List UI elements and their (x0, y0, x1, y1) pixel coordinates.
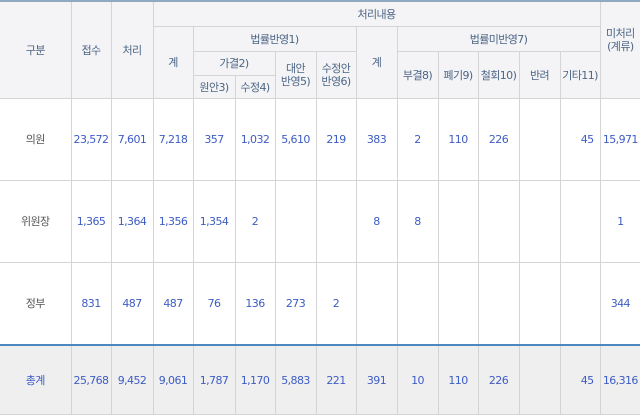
cell-discarded (437, 180, 479, 263)
cell-unprocessed[interactable]: 15,971 (599, 98, 640, 181)
cell-processed[interactable]: 9,452 (110, 344, 154, 415)
cell-amended[interactable]: 1,032 (234, 98, 276, 181)
cell-returned (518, 344, 561, 415)
header-processing-content: 처리내용 (152, 0, 601, 27)
header-unprocessed-label: 미처리 (계류) (606, 27, 635, 53)
cell-withdrawn (477, 262, 520, 346)
header-original: 원안3) (193, 75, 236, 99)
cell-unprocessed[interactable]: 16,316 (599, 344, 640, 415)
cell-other (559, 180, 601, 263)
cell-received[interactable]: 23,572 (70, 98, 112, 181)
cell-reflected-total[interactable]: 9,061 (152, 344, 194, 415)
header-category: 구분 (0, 0, 72, 99)
cell-withdrawn[interactable]: 226 (477, 344, 520, 415)
cell-alternative-reflected[interactable]: 273 (274, 262, 317, 346)
cell-processed[interactable]: 487 (110, 262, 154, 346)
cell-rejected (396, 262, 439, 346)
header-unreflected-total: 계 (355, 26, 398, 99)
cell-received[interactable]: 25,768 (70, 344, 112, 415)
header-unprocessed: 미처리 (계류) (599, 0, 640, 99)
header-processed: 처리 (110, 0, 154, 99)
cell-reflected-total[interactable]: 7,218 (152, 98, 194, 181)
cell-other[interactable]: 45 (559, 98, 601, 181)
cell-returned (518, 98, 561, 181)
cell-amended[interactable]: 136 (234, 262, 276, 346)
row-label: 위원장 (0, 180, 72, 263)
cell-discarded[interactable]: 110 (437, 98, 479, 181)
cell-returned (518, 180, 561, 263)
cell-discarded (437, 262, 479, 346)
row-label: 의원 (0, 98, 72, 181)
cell-alternative-reflected[interactable]: 5,883 (274, 344, 317, 415)
cell-amendment-reflected[interactable]: 2 (315, 262, 357, 346)
cell-unprocessed[interactable]: 1 (599, 180, 640, 263)
cell-rejected[interactable]: 8 (396, 180, 439, 263)
header-withdrawn: 철회10) (477, 51, 520, 99)
cell-original[interactable]: 357 (192, 98, 236, 181)
cell-alternative-reflected (274, 180, 317, 263)
cell-amendment-reflected[interactable]: 219 (315, 98, 357, 181)
cell-other[interactable]: 45 (559, 344, 601, 415)
cell-processed[interactable]: 1,364 (110, 180, 154, 263)
header-alternative-reflected-label: 대안 반영5) (280, 62, 311, 88)
cell-returned (518, 262, 561, 346)
header-amended: 수정4) (234, 75, 275, 99)
cell-withdrawn[interactable]: 226 (477, 98, 520, 181)
cell-original[interactable]: 1,354 (192, 180, 236, 263)
cell-unreflected-total[interactable]: 8 (355, 180, 398, 263)
table-row-member: 의원 23,572 7,601 7,218 357 1,032 5,610 21… (0, 98, 640, 181)
header-received: 접수 (70, 0, 112, 99)
cell-original[interactable]: 1,787 (192, 344, 236, 415)
cell-received[interactable]: 831 (70, 262, 112, 346)
cell-received[interactable]: 1,365 (70, 180, 112, 263)
cell-alternative-reflected[interactable]: 5,610 (274, 98, 317, 181)
cell-amended[interactable]: 2 (234, 180, 276, 263)
header-passed: 가결2) (193, 51, 276, 76)
header-amendment-reflected-label: 수정안 반영6) (321, 62, 351, 88)
cell-reflected-total[interactable]: 1,356 (152, 180, 194, 263)
cell-unreflected-total[interactable]: 391 (355, 344, 398, 415)
table-row-government: 정부 831 487 487 76 136 273 2 344 (0, 262, 640, 346)
header-returned: 반려 (518, 51, 561, 99)
header-law-unreflected: 법률미반영7) (396, 26, 601, 52)
header-reflected-total: 계 (153, 26, 194, 99)
cell-other (559, 262, 601, 346)
header-amendment-reflected: 수정안 반영6) (315, 51, 357, 99)
cell-unreflected-total[interactable]: 383 (355, 98, 398, 181)
cell-withdrawn (477, 180, 520, 263)
table-row-chairman: 위원장 1,365 1,364 1,356 1,354 2 8 8 1 (0, 180, 640, 263)
table-row-total: 총계 25,768 9,452 9,061 1,787 1,170 5,883 … (0, 344, 640, 415)
cell-amendment-reflected (315, 180, 357, 263)
row-label-total: 총계 (0, 344, 72, 415)
cell-amended[interactable]: 1,170 (234, 344, 276, 415)
header-alternative-reflected: 대안 반영5) (274, 51, 317, 99)
row-label: 정부 (0, 262, 72, 346)
cell-discarded[interactable]: 110 (437, 344, 479, 415)
header-discarded: 폐기9) (437, 51, 479, 99)
cell-rejected[interactable]: 10 (396, 344, 439, 415)
cell-rejected[interactable]: 2 (396, 98, 439, 181)
header-law-reflected: 법률반영1) (192, 26, 357, 52)
cell-processed[interactable]: 7,601 (110, 98, 154, 181)
cell-amendment-reflected[interactable]: 221 (315, 344, 357, 415)
header-other: 기타11) (559, 51, 601, 99)
cell-original[interactable]: 76 (192, 262, 236, 346)
cell-unreflected-total (355, 262, 398, 346)
cell-reflected-total[interactable]: 487 (152, 262, 194, 346)
header-rejected: 부결8) (396, 51, 439, 99)
cell-unprocessed[interactable]: 344 (599, 262, 640, 346)
